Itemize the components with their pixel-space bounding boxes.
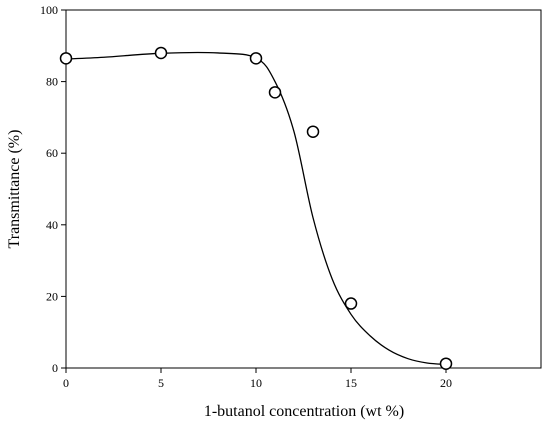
data-point bbox=[154, 46, 168, 60]
x-tick-label: 10 bbox=[250, 376, 262, 390]
y-tick-label: 100 bbox=[40, 3, 58, 17]
data-point bbox=[439, 357, 453, 370]
x-tick-label: 5 bbox=[158, 376, 164, 390]
axes: 0 5 10 15 20 0 20 40 60 80 100 bbox=[40, 3, 542, 390]
x-tick-label: 20 bbox=[440, 376, 452, 390]
x-tick-label: 0 bbox=[63, 376, 69, 390]
fit-curve bbox=[65, 51, 447, 366]
data-points-layer bbox=[59, 46, 453, 370]
x-tick-label: 15 bbox=[345, 376, 357, 390]
data-point bbox=[59, 52, 73, 65]
y-tick-label: 80 bbox=[46, 75, 58, 89]
y-tick-label: 20 bbox=[46, 289, 58, 303]
plot-frame bbox=[65, 9, 542, 369]
y-tick-label: 0 bbox=[52, 361, 58, 375]
fit-curve-layer bbox=[65, 51, 447, 366]
data-point bbox=[268, 86, 282, 99]
data-point bbox=[249, 52, 263, 65]
y-tick-label: 40 bbox=[46, 218, 58, 232]
data-point bbox=[306, 125, 320, 138]
y-axis-title: Transmittance (%) bbox=[6, 130, 23, 249]
x-axis-title: 1-butanol concentration (wt %) bbox=[204, 403, 404, 420]
y-tick-label: 60 bbox=[46, 146, 58, 160]
data-point bbox=[344, 297, 358, 310]
